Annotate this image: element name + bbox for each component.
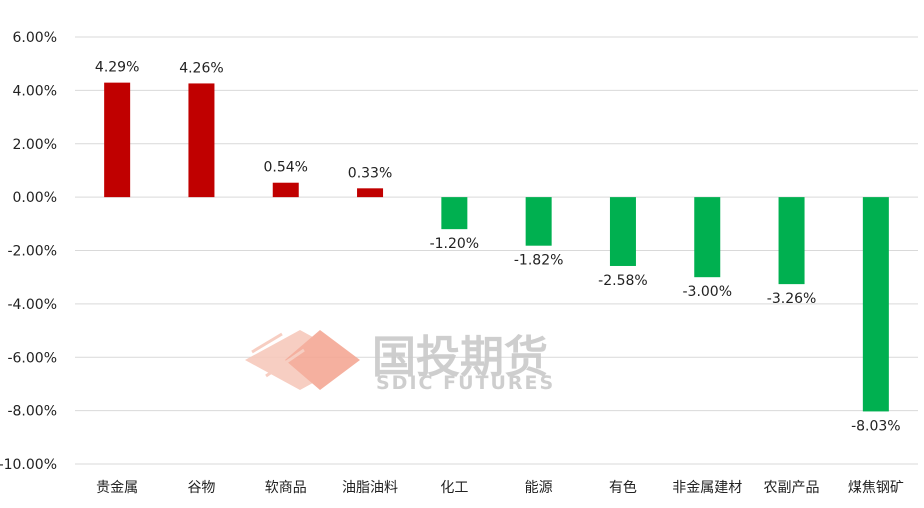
bar bbox=[694, 197, 721, 278]
y-tick-label: 4.00% bbox=[13, 83, 57, 99]
y-tick-label: -6.00% bbox=[7, 350, 57, 366]
x-category-label: 能源 bbox=[525, 480, 553, 496]
watermark-subtitle: SDIC FUTURES bbox=[376, 372, 555, 394]
y-tick-label: -2.00% bbox=[7, 244, 57, 260]
x-axis-category-labels: 贵金属 谷物 软商品 油脂油料 化工 能源 有色 非金属建材 农副产品 煤焦钢矿 bbox=[96, 479, 904, 496]
bar bbox=[778, 197, 805, 285]
x-category-label: 煤焦钢矿 bbox=[848, 480, 904, 496]
y-tick-label: 2.00% bbox=[13, 137, 57, 153]
bar bbox=[357, 188, 384, 198]
bar bbox=[862, 197, 889, 412]
data-label: -2.58% bbox=[598, 273, 648, 289]
gridlines bbox=[75, 36, 918, 465]
bar bbox=[609, 197, 636, 266]
data-label: -1.82% bbox=[514, 253, 564, 269]
x-category-label: 农副产品 bbox=[764, 480, 820, 496]
data-label: -3.26% bbox=[767, 291, 817, 307]
watermark-logo-icon bbox=[245, 330, 360, 390]
data-label: 0.33% bbox=[348, 165, 392, 181]
watermark-title: 国投期货 bbox=[372, 332, 548, 383]
bar bbox=[188, 83, 215, 198]
x-category-label: 贵金属 bbox=[96, 480, 138, 496]
y-tick-label: -10.00% bbox=[0, 457, 57, 473]
bar bbox=[104, 82, 131, 198]
bar bbox=[525, 197, 552, 246]
data-label: -8.03% bbox=[851, 418, 901, 434]
bars bbox=[104, 82, 889, 412]
x-category-label: 软商品 bbox=[265, 480, 307, 496]
y-axis-tick-labels: 6.00% 4.00% 2.00% 0.00% -2.00% -4.00% -6.00% -8… bbox=[0, 30, 57, 473]
x-category-label: 谷物 bbox=[187, 480, 215, 496]
y-tick-label: 6.00% bbox=[13, 30, 57, 46]
data-label: 0.54% bbox=[264, 160, 308, 176]
x-category-label: 非金属建材 bbox=[672, 480, 742, 496]
x-category-label: 化工 bbox=[440, 480, 468, 496]
data-labels: 4.29% 4.26% 0.54% 0.33% -1.20% -1.82% -2.58% -3… bbox=[95, 60, 901, 435]
x-category-label: 有色 bbox=[609, 479, 637, 496]
x-category-label: 油脂油料 bbox=[342, 480, 398, 496]
data-label: 4.29% bbox=[95, 60, 139, 76]
y-tick-label: -4.00% bbox=[7, 297, 57, 313]
bar bbox=[441, 197, 468, 230]
y-tick-label: -8.00% bbox=[7, 404, 57, 420]
data-label: 4.26% bbox=[179, 60, 223, 76]
data-label: -1.20% bbox=[430, 236, 480, 252]
y-tick-label: 0.00% bbox=[13, 190, 57, 206]
data-label: -3.00% bbox=[682, 284, 732, 300]
bar bbox=[272, 182, 299, 198]
sdic-futures-watermark: 国投期货 SDIC FUTURES bbox=[245, 330, 555, 394]
